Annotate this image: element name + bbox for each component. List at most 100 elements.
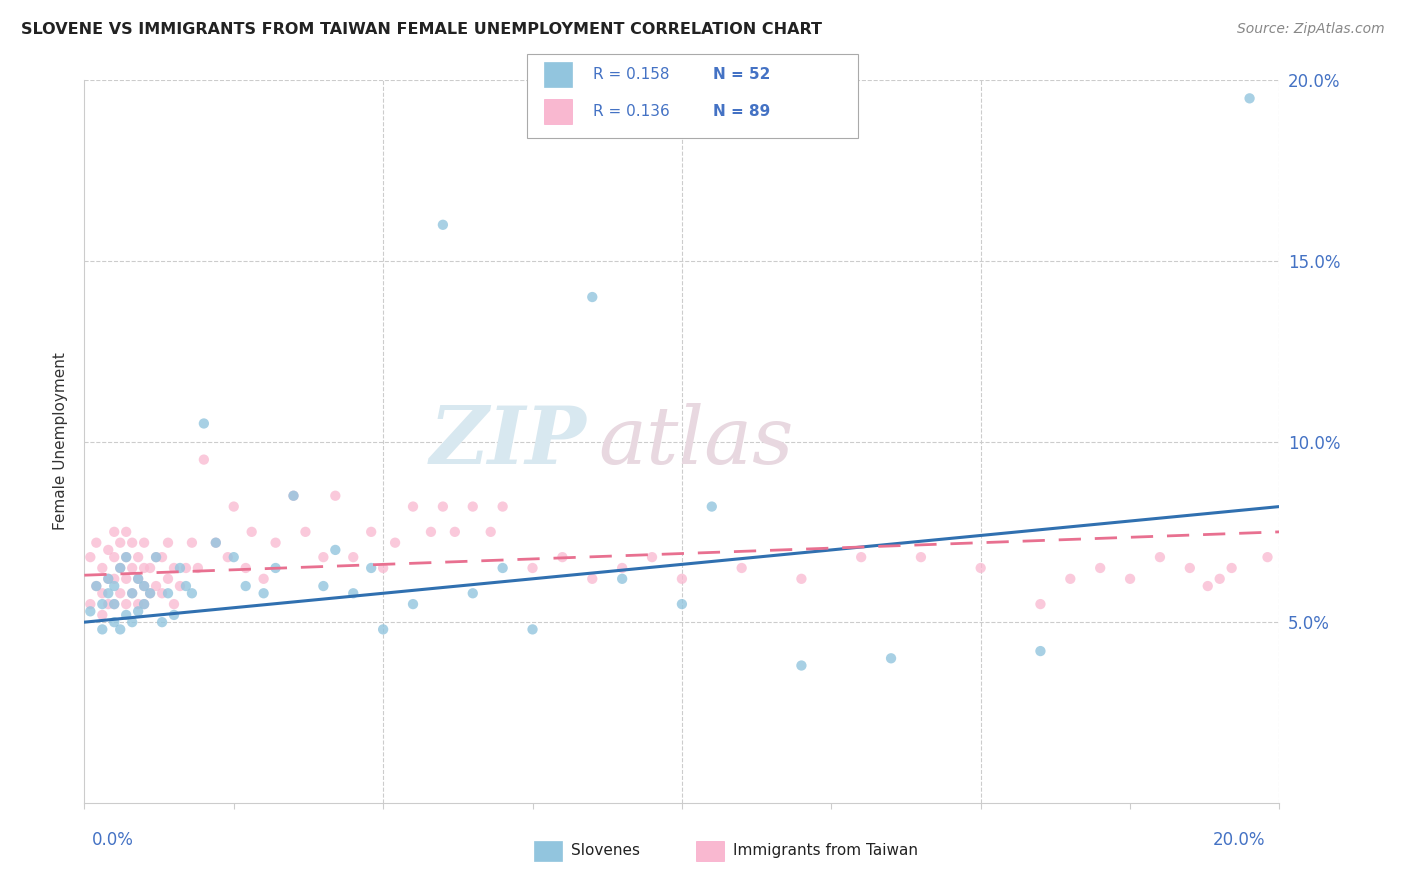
Point: [157, 586, 180, 600]
Point: [851, 550, 873, 565]
Point: [181, 586, 204, 600]
Point: [169, 579, 191, 593]
Point: [1029, 597, 1052, 611]
Point: [103, 579, 125, 593]
Point: [163, 561, 186, 575]
Point: [880, 651, 903, 665]
Point: [127, 604, 149, 618]
Point: [1209, 572, 1232, 586]
Point: [121, 586, 143, 600]
Point: [1257, 550, 1279, 565]
Point: [115, 524, 138, 539]
Point: [444, 524, 467, 539]
Point: [294, 524, 316, 539]
Point: [373, 561, 395, 575]
Point: [1178, 561, 1201, 575]
Point: [174, 579, 197, 593]
Point: [790, 658, 813, 673]
Point: [132, 579, 156, 593]
Point: [86, 579, 108, 593]
Point: [402, 500, 425, 514]
Point: [235, 561, 257, 575]
Point: [132, 597, 156, 611]
Point: [139, 586, 162, 600]
Point: [127, 597, 149, 611]
Point: [110, 561, 132, 575]
Point: [139, 561, 162, 575]
Point: [145, 579, 167, 593]
Point: [103, 524, 125, 539]
Point: [132, 579, 156, 593]
Point: [103, 597, 125, 611]
Point: [360, 561, 382, 575]
Point: [150, 550, 173, 565]
Text: SLOVENE VS IMMIGRANTS FROM TAIWAN FEMALE UNEMPLOYMENT CORRELATION CHART: SLOVENE VS IMMIGRANTS FROM TAIWAN FEMALE…: [21, 22, 823, 37]
Text: ZIP: ZIP: [429, 403, 586, 480]
Point: [373, 623, 395, 637]
Point: [132, 561, 156, 575]
Point: [139, 586, 162, 600]
Point: [222, 500, 245, 514]
Point: [360, 524, 382, 539]
Point: [187, 561, 209, 575]
Point: [1029, 644, 1052, 658]
Point: [612, 561, 634, 575]
Point: [1197, 579, 1219, 593]
Point: [97, 572, 120, 586]
Point: [110, 561, 132, 575]
Point: [97, 572, 120, 586]
Point: [1059, 572, 1081, 586]
Text: 0.0%: 0.0%: [91, 831, 134, 849]
Point: [235, 579, 257, 593]
Point: [1119, 572, 1142, 586]
Point: [193, 417, 215, 431]
Point: [181, 535, 204, 549]
Point: [132, 597, 156, 611]
Point: [522, 623, 544, 637]
Point: [1090, 561, 1112, 575]
Point: [110, 535, 132, 549]
Point: [110, 586, 132, 600]
Point: [461, 586, 484, 600]
Point: [970, 561, 993, 575]
Point: [522, 561, 544, 575]
Point: [110, 623, 132, 637]
Point: [671, 572, 693, 586]
Text: R = 0.136: R = 0.136: [593, 104, 671, 119]
Point: [581, 572, 603, 586]
Point: [325, 489, 347, 503]
Point: [217, 550, 239, 565]
Point: [205, 535, 228, 549]
Point: [91, 561, 114, 575]
Point: [479, 524, 502, 539]
Point: [731, 561, 754, 575]
Point: [342, 586, 364, 600]
Point: [115, 550, 138, 565]
Point: [174, 561, 197, 575]
Point: [79, 597, 101, 611]
Point: [420, 524, 443, 539]
Point: [240, 524, 263, 539]
Point: [283, 489, 305, 503]
Point: [492, 500, 515, 514]
Point: [121, 586, 143, 600]
Point: [103, 597, 125, 611]
Point: [79, 604, 101, 618]
Point: [169, 561, 191, 575]
Point: [492, 561, 515, 575]
Point: [132, 535, 156, 549]
Point: [264, 535, 287, 549]
Point: [671, 597, 693, 611]
Point: [127, 572, 149, 586]
Text: atlas: atlas: [599, 403, 793, 480]
Point: [127, 572, 149, 586]
Point: [163, 607, 186, 622]
Point: [127, 550, 149, 565]
Point: [581, 290, 603, 304]
Point: [700, 500, 723, 514]
Point: [432, 500, 454, 514]
Point: [402, 597, 425, 611]
Point: [283, 489, 305, 503]
Point: [115, 607, 138, 622]
Point: [121, 535, 143, 549]
